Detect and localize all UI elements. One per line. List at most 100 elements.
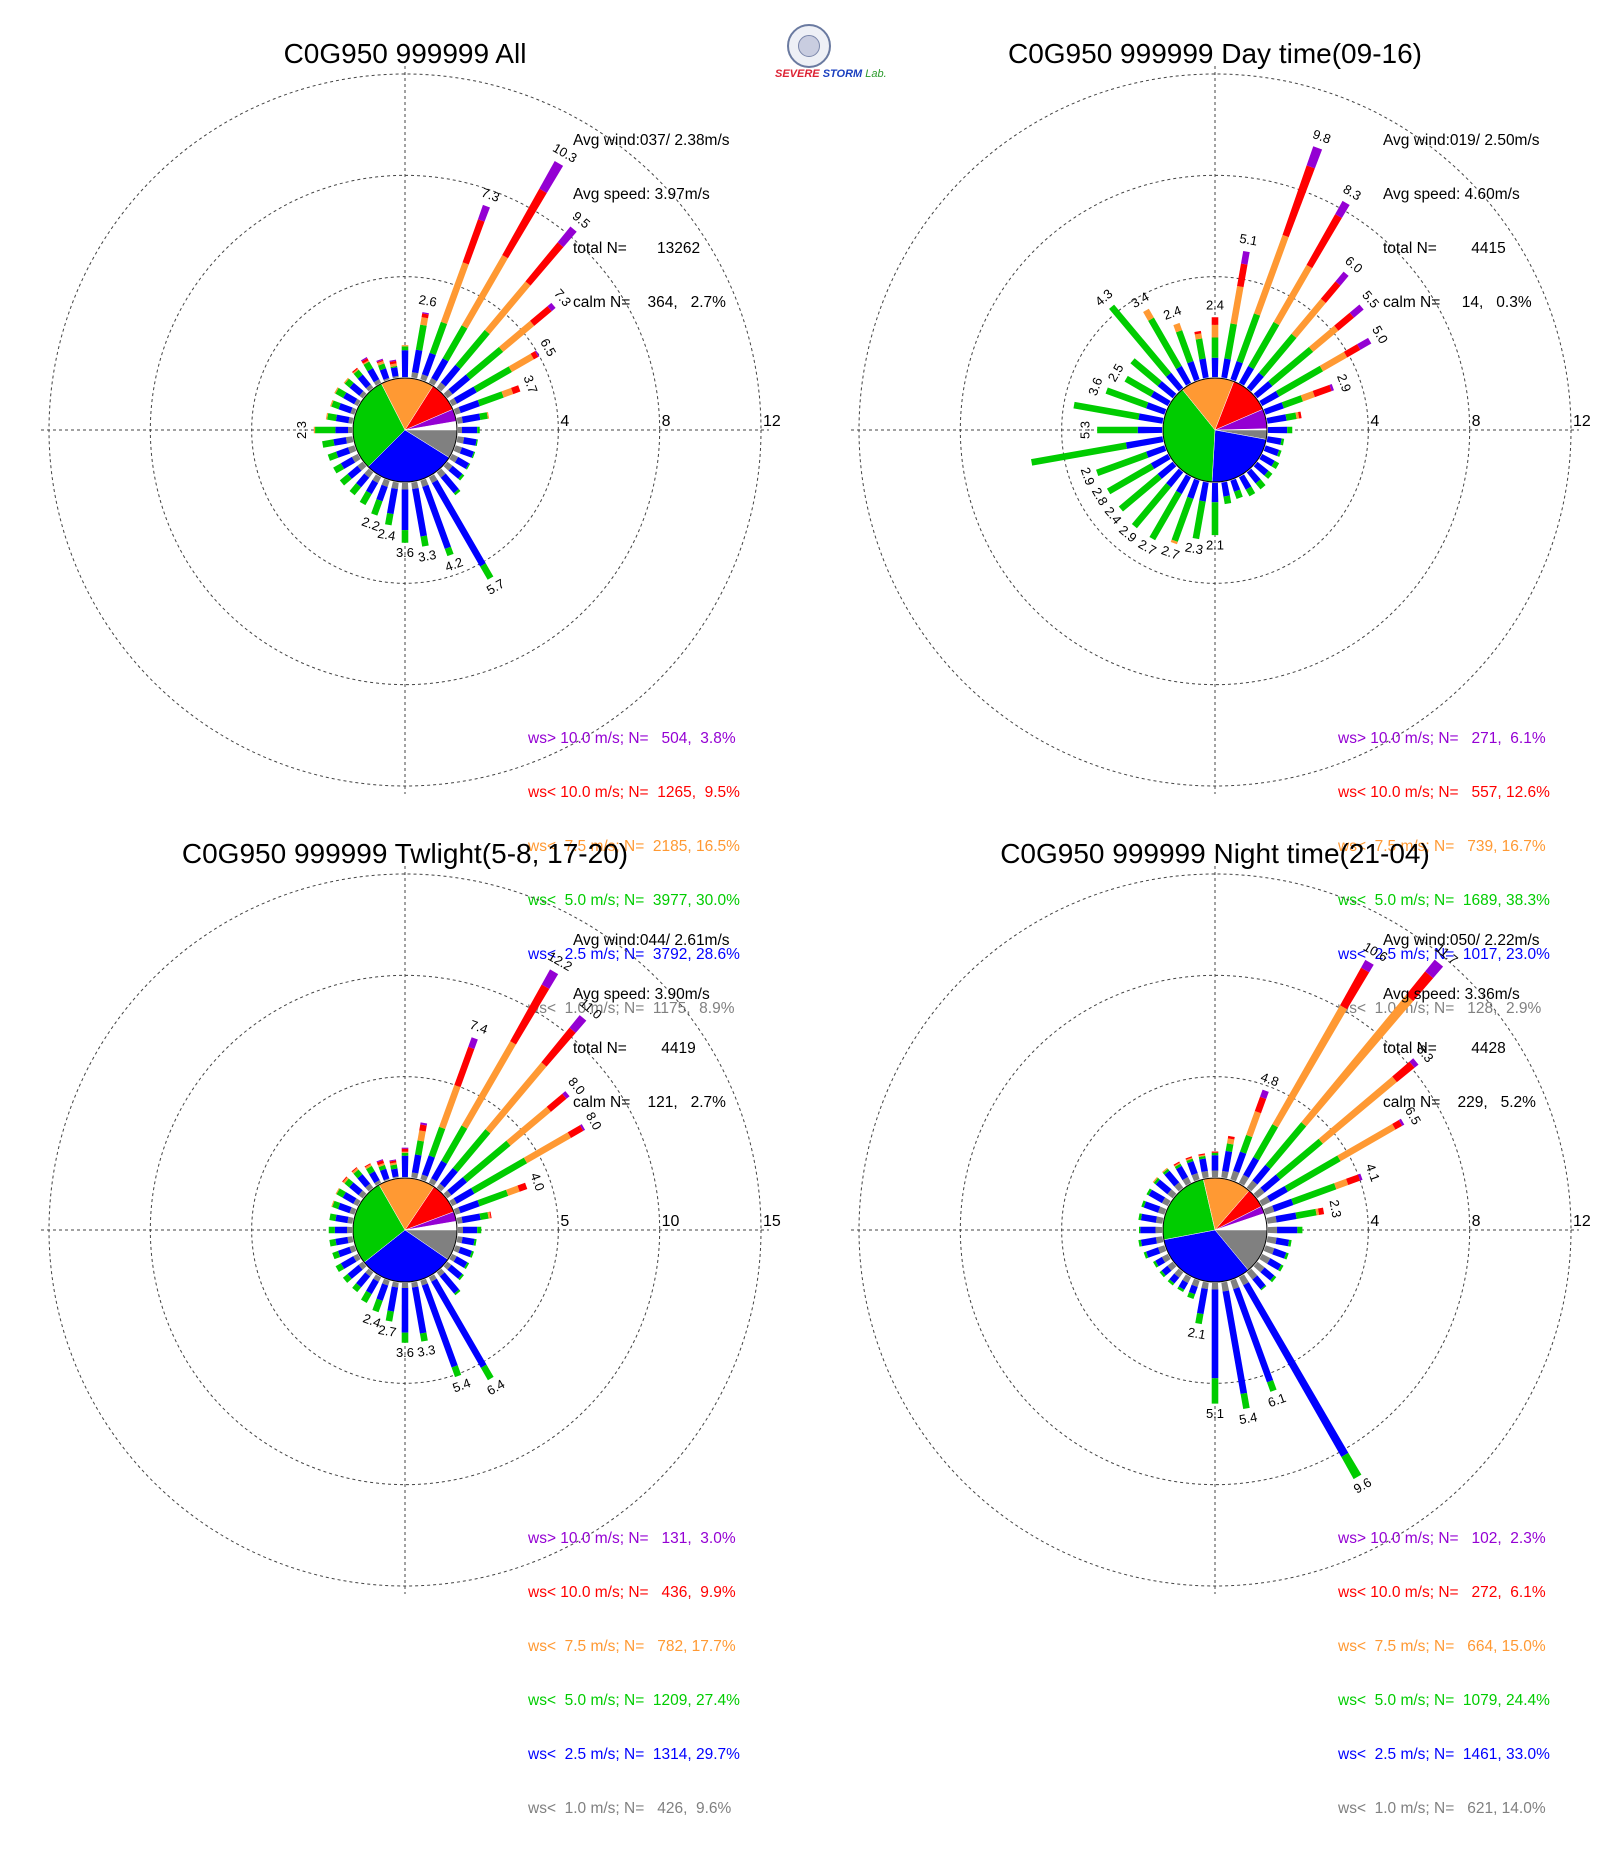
bar-segment bbox=[1146, 1247, 1161, 1258]
bar-segment bbox=[1306, 214, 1342, 269]
bar-segment bbox=[484, 281, 531, 335]
bar-segment bbox=[1273, 264, 1313, 326]
bar-segment bbox=[420, 1122, 428, 1126]
bar-segment bbox=[1258, 1253, 1271, 1264]
bar-segment bbox=[1272, 1198, 1294, 1212]
bar-value-label: 7.3 bbox=[551, 286, 574, 309]
bar-segment bbox=[379, 368, 390, 380]
bar-segment bbox=[366, 1165, 375, 1175]
bar-value-label: 3.6 bbox=[396, 1345, 414, 1360]
bar-segment bbox=[1211, 1155, 1219, 1171]
bar-segment bbox=[473, 1238, 477, 1246]
bar-segment bbox=[340, 1256, 357, 1269]
chart-title: C0G950 999999 Day time(09-16) bbox=[1007, 38, 1422, 69]
pie-slice bbox=[1211, 429, 1267, 483]
bar-segment bbox=[1287, 426, 1293, 434]
grid-ring bbox=[251, 1076, 559, 1384]
bar-segment bbox=[1320, 281, 1341, 304]
bar-segment bbox=[1159, 1270, 1166, 1278]
bar-segment bbox=[344, 1178, 354, 1188]
bar-segment bbox=[1161, 1265, 1172, 1276]
bar-segment bbox=[1275, 365, 1324, 397]
calm-count: calm N= 121, 2.7% bbox=[573, 1094, 726, 1111]
ring-label: 10 bbox=[662, 1213, 680, 1230]
bar-segment bbox=[390, 1164, 398, 1170]
bar-segment bbox=[451, 1365, 462, 1378]
bar-value-label: 4.3 bbox=[1092, 286, 1115, 309]
bar-value-label: 3.6 bbox=[1085, 375, 1105, 397]
bar-value-label: 6.5 bbox=[537, 336, 559, 359]
avg-speed: Avg speed: 3.97m/s bbox=[573, 186, 710, 203]
bar-segment bbox=[379, 1168, 390, 1181]
grid-ring bbox=[959, 174, 1471, 686]
bar-segment bbox=[401, 346, 409, 351]
bar-segment bbox=[1174, 1163, 1182, 1170]
bar-segment bbox=[347, 1226, 354, 1234]
bar-segment bbox=[335, 414, 350, 424]
bar-segment bbox=[1236, 313, 1261, 364]
bar-segment bbox=[535, 350, 540, 357]
grid: 5 10 15 bbox=[41, 866, 781, 1594]
bar-segment bbox=[365, 1164, 372, 1170]
bar-segment bbox=[330, 400, 334, 407]
ring-label: 12 bbox=[1573, 1213, 1591, 1230]
bar-segment bbox=[387, 1286, 399, 1312]
bar-segment bbox=[1398, 1118, 1405, 1126]
windrose-figure: 4 8 12 2.6 7.3 10.3 9.5 7.3 6.5 3.7 5.7 4.2 3.3 3.6 2.… bbox=[41, 24, 1591, 1817]
bar-segment bbox=[1221, 1170, 1229, 1180]
bar-segment bbox=[1253, 234, 1289, 316]
bar-segment bbox=[1233, 1287, 1274, 1383]
bar-segment bbox=[525, 242, 564, 286]
bar-value-label: 4.0 bbox=[527, 1171, 547, 1193]
bar-segment bbox=[1267, 1185, 1288, 1202]
bar-segment bbox=[357, 374, 371, 389]
bar-segment bbox=[367, 368, 380, 383]
bar-segment bbox=[364, 1163, 371, 1168]
grid-ring bbox=[48, 873, 762, 1587]
bar-segment bbox=[1150, 453, 1172, 469]
bar-segment bbox=[479, 1212, 489, 1221]
bar-segment bbox=[1265, 436, 1282, 445]
bar-segment bbox=[530, 306, 552, 326]
bar-segment bbox=[337, 1246, 352, 1258]
bar-segment bbox=[1241, 251, 1250, 265]
center-pie bbox=[352, 377, 458, 483]
bar-segment bbox=[366, 1278, 379, 1295]
bar-segment bbox=[1230, 1277, 1240, 1290]
bar-value-label: 2.4 bbox=[361, 1310, 383, 1330]
bar-segment bbox=[1155, 1226, 1164, 1234]
bar-value-label: 5.4 bbox=[450, 1375, 472, 1395]
bar-segment bbox=[1157, 381, 1178, 399]
bar-segment bbox=[333, 463, 345, 474]
bar-segment bbox=[459, 447, 474, 458]
bar-segment bbox=[1315, 1208, 1320, 1216]
bar-segment bbox=[1211, 1281, 1219, 1290]
bar-segment bbox=[389, 1162, 397, 1166]
bar-segment bbox=[461, 1041, 517, 1129]
legend-entry: ws< 2.5 m/s; N= 1314, 29.7% bbox=[528, 1746, 740, 1763]
grid-ring bbox=[149, 174, 661, 686]
bar-segment bbox=[1173, 1161, 1180, 1166]
bar-segment bbox=[1198, 1155, 1206, 1160]
bar-segment bbox=[501, 387, 514, 398]
bar-segment bbox=[1211, 1289, 1219, 1379]
bar-segment bbox=[1295, 412, 1300, 419]
bar-segment bbox=[461, 1236, 475, 1246]
bar-segment bbox=[1097, 426, 1138, 434]
bar-segment bbox=[458, 1246, 473, 1258]
bar-segment bbox=[1194, 330, 1202, 335]
bar-segment bbox=[327, 451, 339, 461]
bar-segment bbox=[1194, 333, 1203, 340]
bar-segment bbox=[458, 1200, 480, 1214]
center-pie bbox=[1162, 1177, 1268, 1283]
bar-segment bbox=[1118, 473, 1162, 512]
bar-value-label: 2.4 bbox=[1206, 298, 1224, 313]
bar-segment bbox=[506, 1106, 551, 1146]
bar-segment bbox=[1306, 146, 1323, 169]
legend-entry: ws< 5.0 m/s; N= 1689, 38.3% bbox=[1338, 892, 1550, 909]
legend: ws> 10.0 m/s; N= 504, 3.8% ws< 10.0 m/s;… bbox=[528, 694, 740, 1054]
legend-entry: ws< 1.0 m/s; N= 426, 9.6% bbox=[528, 1800, 732, 1817]
bar-segment bbox=[372, 1298, 383, 1313]
ring-label: 8 bbox=[1472, 413, 1481, 430]
bar-segment bbox=[523, 1132, 572, 1164]
